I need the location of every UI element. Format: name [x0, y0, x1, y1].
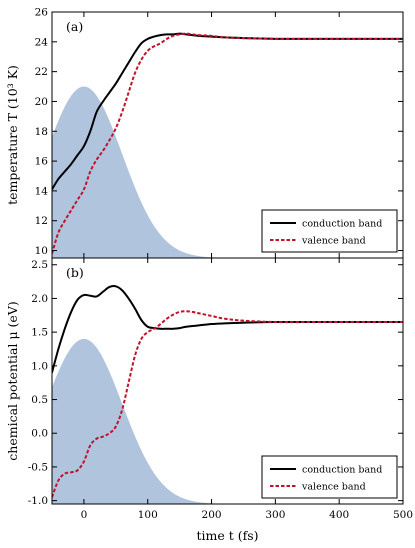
series-line-conduction	[52, 32, 403, 190]
y-tick-label: 0.5	[31, 394, 48, 406]
pulse-shading	[52, 338, 403, 504]
x-tick-label: 400	[329, 509, 349, 521]
y-axis-title: temperature T (10³ K)	[5, 65, 20, 205]
series-line-conduction	[52, 285, 403, 373]
y-tick-label: 14	[35, 185, 49, 197]
y-tick-label: 24	[35, 36, 49, 48]
y-tick-label: -1.0	[28, 495, 48, 507]
tick-marks	[52, 258, 404, 504]
y-tick-label: 22	[35, 66, 48, 78]
pulse-shading	[52, 86, 403, 258]
legend: conduction band valence band	[261, 455, 398, 499]
series-line-valence	[52, 32, 403, 254]
y-tick-label: 2.5	[31, 259, 48, 271]
panel-label: (a)	[66, 19, 83, 34]
pulse-area	[52, 338, 403, 504]
legend-label-valence: valence band	[301, 236, 366, 247]
legend: conduction band valence band	[261, 209, 398, 253]
y-tick-label: -0.5	[28, 461, 48, 473]
x-tick-label: 0	[81, 509, 88, 521]
y-tick-labels: -1.0 -0.5 0.0 0.5 1.0 1.5 2.0 2.5	[28, 259, 48, 507]
x-tick-label: 300	[265, 509, 285, 521]
panel-temperature: 10 12 14 16 18 20 22 24 26 (a) temperature T (10…	[5, 7, 404, 259]
plot-frame	[51, 257, 404, 505]
panel-label: (b)	[66, 265, 84, 280]
x-tick-label: 200	[202, 509, 222, 521]
y-tick-label: 20	[35, 96, 48, 108]
x-tick-label: 100	[138, 509, 158, 521]
y-tick-label: 1.0	[31, 360, 48, 372]
y-tick-label: 0.0	[31, 428, 48, 440]
y-tick-label: 12	[35, 215, 48, 227]
y-tick-label: 10	[35, 245, 48, 257]
panel-chemical-potential: -1.0 -0.5 0.0 0.5 1.0 1.5 2.0 2.5 0 100 200 300 400…	[5, 257, 413, 543]
x-tick-labels: 0 100 200 300 400 500	[81, 509, 413, 521]
legend-label-conduction: conduction band	[302, 219, 382, 230]
y-tick-label: 1.5	[31, 327, 48, 339]
series-lines	[52, 285, 403, 498]
y-tick-label: 26	[35, 7, 49, 19]
series-line-valence	[52, 310, 403, 498]
y-tick-label: 16	[35, 156, 49, 168]
legend-box	[261, 209, 398, 253]
x-axis-title: time t (fs)	[196, 528, 258, 543]
series-lines	[52, 32, 403, 254]
y-tick-label: 2.0	[31, 293, 48, 305]
legend-box	[261, 455, 398, 499]
y-axis-title: chemical potential μ (eV)	[5, 301, 20, 460]
y-tick-labels: 10 12 14 16 18 20 22 24 26	[35, 7, 49, 258]
legend-label-conduction: conduction band	[302, 465, 382, 476]
y-tick-label: 18	[35, 126, 48, 138]
x-tick-label: 500	[393, 509, 413, 521]
pulse-area	[52, 86, 403, 258]
tick-marks	[52, 11, 404, 258]
legend-label-valence: valence band	[301, 482, 366, 493]
